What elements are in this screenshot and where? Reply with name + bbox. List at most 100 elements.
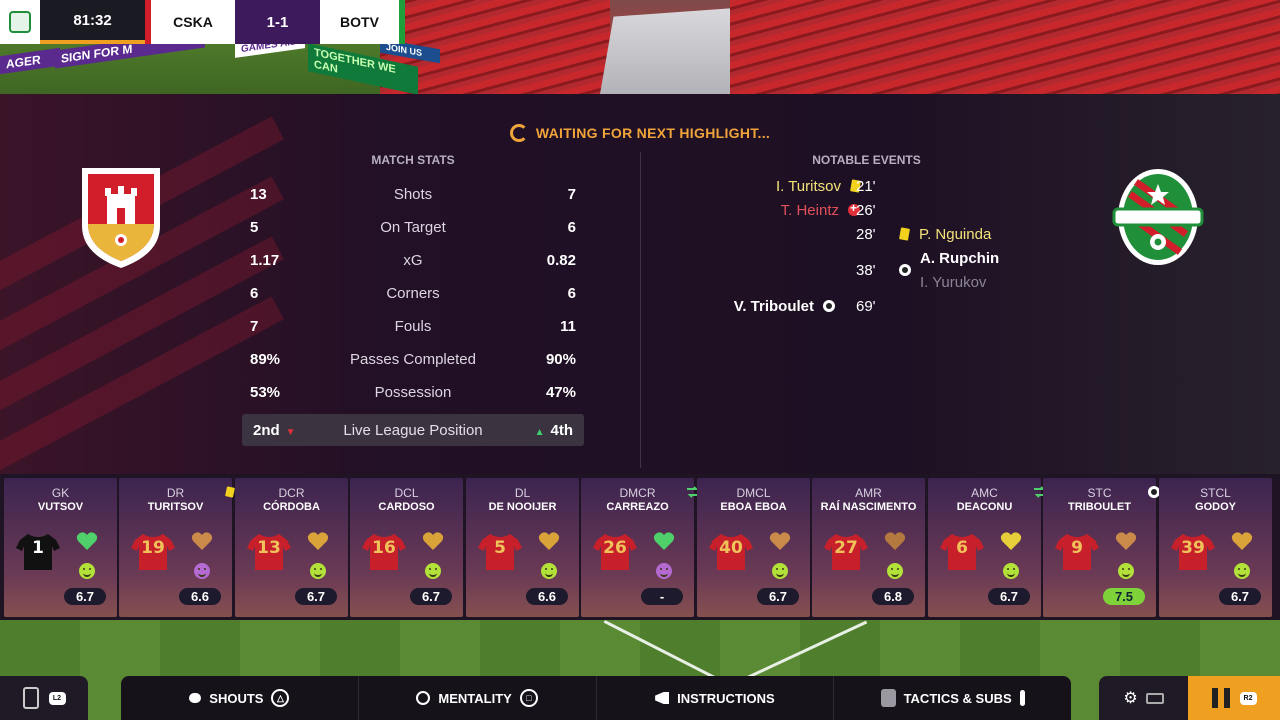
player-position: DR xyxy=(166,486,185,500)
player-name: EBOA EBOA xyxy=(720,501,787,513)
overview-button[interactable]: L2 xyxy=(0,676,88,720)
player-card[interactable]: DR TURITSOV 19 6.6 xyxy=(119,478,235,617)
player-card[interactable]: DCR CÓRDOBA 13 6.7 xyxy=(235,478,348,617)
tactics-subs-button[interactable]: TACTICS & SUBS xyxy=(834,676,1071,720)
morale-icon xyxy=(79,563,95,579)
competition-icon xyxy=(9,11,31,33)
shirt-number: 26 xyxy=(603,538,627,558)
waiting-status: WAITING FOR NEXT HIGHLIGHT... xyxy=(0,124,1280,142)
player-card[interactable]: AMC DEACONU 6 6.7 xyxy=(928,478,1046,617)
shirt-number: 6 xyxy=(956,538,968,558)
player-card[interactable]: DCL CARDOSO 16 6.7 xyxy=(350,478,463,617)
stand-seats-right xyxy=(730,0,1280,94)
player-name: DEACONU xyxy=(956,501,1013,513)
player-name: TURITSOV xyxy=(147,501,204,513)
player-position: DCL xyxy=(394,486,419,500)
event-player: I. Turitsov xyxy=(775,177,841,195)
away-stat: 7 xyxy=(567,186,576,203)
player-shirt-icon xyxy=(824,532,868,572)
player-card[interactable]: STC TRIBOULET 9 7.5 xyxy=(1043,478,1160,617)
condition-heart-icon xyxy=(422,532,444,550)
touchline-actions: SHOUTS △ MENTALITY □ INSTRUCTIONS TACTIC… xyxy=(121,676,1071,720)
r2-button-icon: R2 xyxy=(1239,691,1257,705)
keyboard-icon xyxy=(1145,692,1164,704)
away-stat: 11 xyxy=(560,318,576,335)
match-stats-title: MATCH STATS xyxy=(371,153,455,167)
player-name: TRIBOULET xyxy=(1068,501,1131,513)
goal-ball-icon xyxy=(1148,486,1160,498)
league-position-label: Live League Position xyxy=(343,421,483,439)
lineup-strip: GK VUTSOV 1 6.7 DR TURITSOV 19 6.6 DCR CÓRDOBA 13 6… xyxy=(0,474,1280,620)
settings-button[interactable]: ⚙ xyxy=(1099,676,1188,720)
player-card[interactable]: STCL GODOY 39 6.7 xyxy=(1159,478,1272,617)
shirt-number: 40 xyxy=(719,538,743,558)
condition-heart-icon xyxy=(191,532,213,550)
stat-row: 89% Passes Completed 90% xyxy=(250,343,576,376)
player-position: DMCL xyxy=(736,486,771,500)
shirt-number: 13 xyxy=(257,538,281,558)
stat-row: 7 Fouls 11 xyxy=(250,310,576,343)
stat-label: Fouls xyxy=(394,318,432,335)
scoreboard: 81:32 CSKA 1-1 BOTV xyxy=(0,0,405,44)
player-card[interactable]: DMCR CARREAZO 26 - xyxy=(581,478,699,617)
condition-heart-icon xyxy=(1231,532,1253,550)
player-card[interactable]: DL DE NOOIJER 5 6.6 xyxy=(466,478,579,617)
home-position-value: 2nd xyxy=(253,421,280,439)
player-card[interactable]: GK VUTSOV 1 6.7 xyxy=(4,478,117,617)
event-player: P. Nguinda xyxy=(919,225,992,243)
shirt-number: 27 xyxy=(834,538,858,558)
event-assist: I. Yurukov xyxy=(920,273,987,291)
stat-label: Passes Completed xyxy=(350,351,476,368)
pause-button[interactable]: R2 xyxy=(1188,676,1280,720)
event-row: V. Triboulet xyxy=(700,294,835,318)
away-position-value: 4th xyxy=(550,421,574,439)
player-rating: 6.6 xyxy=(526,588,568,605)
away-stat: 47% xyxy=(545,384,576,401)
controller-stick-icon xyxy=(1019,690,1025,706)
player-position: STCL xyxy=(1200,486,1231,500)
competition-logo xyxy=(0,0,40,44)
player-rating: 6.7 xyxy=(64,588,106,605)
stat-row: 1.17 xG 0.82 xyxy=(250,244,576,277)
morale-icon xyxy=(656,563,672,579)
player-rating: 6.7 xyxy=(410,588,452,605)
match-stats-table: 13 Shots 7 5 On Target 6 1.17 xG 0.82 6 Corners… xyxy=(250,178,576,409)
morale-icon xyxy=(541,563,557,579)
notable-events-title: NOTABLE EVENTS xyxy=(812,153,921,167)
mentality-button[interactable]: MENTALITY □ xyxy=(359,676,597,720)
shouts-button[interactable]: SHOUTS △ xyxy=(121,676,359,720)
yellow-card-icon xyxy=(225,486,235,498)
condition-heart-icon xyxy=(769,532,791,550)
player-rating: - xyxy=(641,588,683,605)
player-shirt-icon xyxy=(940,532,984,572)
morale-icon xyxy=(425,563,441,579)
player-card[interactable]: AMR RAÍ NASCIMENTO 27 6.8 xyxy=(812,478,925,617)
substitution-arrows-icon xyxy=(687,486,699,498)
player-card[interactable]: DMCL EBOA EBOA 40 6.7 xyxy=(697,478,810,617)
player-rating: 6.7 xyxy=(988,588,1030,605)
event-row: A. Rupchin xyxy=(920,246,999,270)
morale-icon xyxy=(310,563,326,579)
shirt-number: 39 xyxy=(1181,538,1205,558)
mentality-dial-icon xyxy=(416,691,431,705)
player-shirt-icon xyxy=(593,532,637,572)
event-row: I. Turitsov xyxy=(700,174,861,198)
yellow-card-icon xyxy=(899,227,910,241)
stat-row: 6 Corners 6 xyxy=(250,277,576,310)
event-player: T. Heintz xyxy=(780,201,839,219)
instructions-button[interactable]: INSTRUCTIONS xyxy=(597,676,835,720)
live-league-position[interactable]: 2nd ▼ Live League Position ▲ 4th xyxy=(242,414,584,446)
event-minute: 38' xyxy=(856,261,876,279)
shirt-number: 1 xyxy=(32,538,44,558)
event-player: A. Rupchin xyxy=(920,249,1000,267)
l2-button-icon: L2 xyxy=(48,691,66,705)
stat-label: Shots xyxy=(393,186,433,203)
event-minute: 26' xyxy=(856,201,876,219)
player-rating: 6.8 xyxy=(872,588,914,605)
home-stat: 7 xyxy=(250,318,259,335)
player-shirt-icon xyxy=(709,532,753,572)
players-tunnel xyxy=(600,8,735,94)
match-clock: 81:32 xyxy=(40,0,145,44)
gear-icon: ⚙ xyxy=(1123,690,1138,707)
shirt-number: 19 xyxy=(141,538,165,558)
